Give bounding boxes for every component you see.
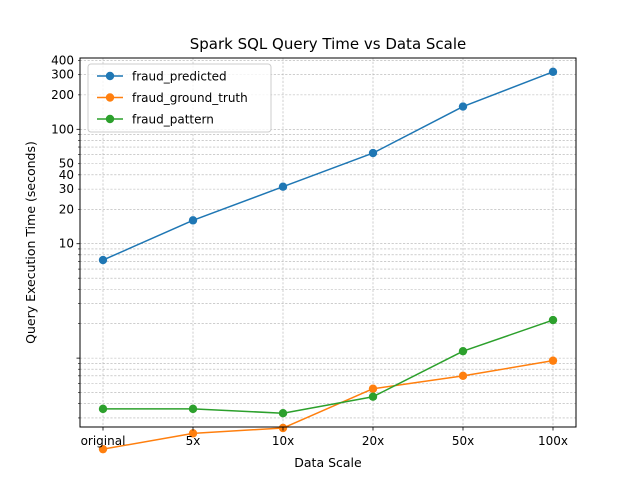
plot-frame — [79, 57, 577, 428]
legend-swatch-marker-fraud-ground-truth — [105, 93, 115, 102]
data-point-fraud-pattern — [368, 392, 378, 401]
legend-swatch-marker-fraud-pattern — [105, 114, 115, 124]
series-group — [98, 67, 558, 454]
data-point-fraud-pattern — [548, 315, 558, 325]
y-tick-label: 40 — [59, 168, 74, 182]
x-tick-label: 10x — [272, 434, 294, 448]
legend: fraud_predicted fraud_ground_truth fraud_p… — [87, 63, 272, 133]
data-point-fraud-ground-truth — [368, 384, 378, 393]
x-tick-label: 50x — [452, 434, 474, 448]
legend-box — [87, 63, 272, 133]
data-point-fraud-ground-truth — [548, 356, 558, 365]
series-line-fraud-pattern — [103, 319, 554, 414]
legend-swatch-marker-fraud-predicted — [105, 71, 115, 81]
y-tick-label: 50 — [59, 157, 74, 171]
legend-label-fraud-predicted: fraud_predicted — [132, 70, 227, 84]
data-point-fraud-predicted — [548, 67, 558, 77]
y-tick-label: 20 — [59, 202, 74, 216]
y-tick-label: 200 — [51, 88, 74, 102]
data-point-fraud-predicted — [458, 102, 468, 111]
x-tick-label: 5x — [186, 434, 201, 448]
y-tick-label: 10 — [59, 237, 74, 251]
data-point-fraud-predicted — [188, 216, 198, 225]
legend-label-fraud-pattern: fraud_pattern — [132, 113, 214, 127]
data-point-fraud-ground-truth — [188, 429, 198, 438]
data-point-fraud-predicted — [278, 182, 288, 191]
series-line-fraud-predicted — [102, 71, 554, 261]
legend-label-fraud-ground-truth: fraud_ground_truth — [132, 91, 248, 105]
y-tick-label: 30 — [59, 182, 74, 196]
data-point-fraud-predicted — [98, 255, 108, 265]
data-point-fraud-ground-truth — [458, 371, 468, 381]
series-line-fraud-ground-truth — [102, 359, 554, 450]
y-tick-label: 300 — [51, 68, 74, 82]
y-tick-label: 100 — [51, 122, 74, 136]
data-point-fraud-pattern — [188, 404, 198, 414]
data-point-fraud-pattern — [278, 409, 288, 418]
grid — [80, 58, 576, 427]
y-tick-label: 400 — [51, 53, 74, 67]
x-tick-label: original — [81, 434, 126, 448]
x-tick-label: 20x — [362, 434, 384, 448]
data-point-fraud-pattern — [98, 404, 108, 414]
x-tick-label: 100x — [538, 434, 568, 448]
x-axis-label: Data Scale — [294, 455, 362, 470]
y-axis-label: Query Execution Time (seconds) — [23, 141, 38, 344]
data-point-fraud-ground-truth — [98, 444, 108, 454]
data-point-fraud-pattern — [458, 346, 468, 356]
data-point-fraud-predicted — [368, 148, 378, 158]
chart-title: Spark SQL Query Time vs Data Scale — [190, 35, 467, 53]
